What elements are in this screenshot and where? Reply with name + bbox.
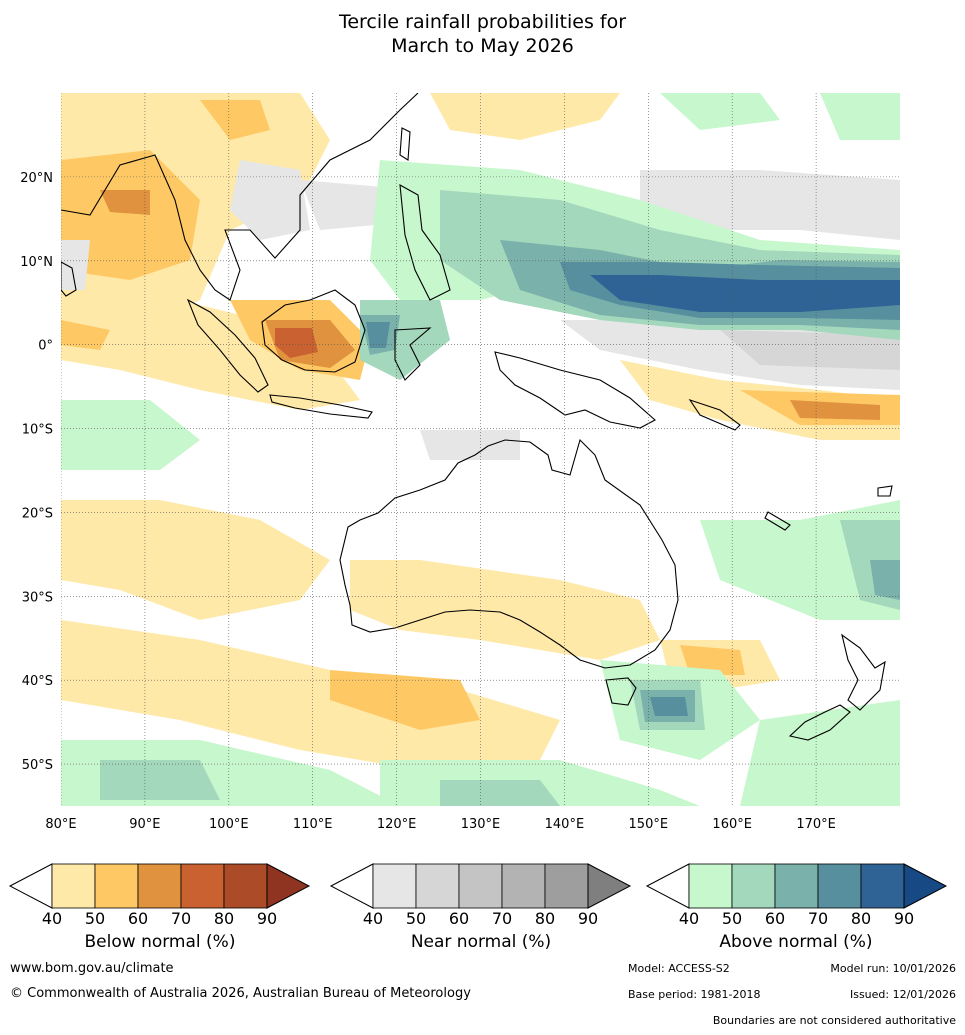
longitude-tick-label: 160°E xyxy=(712,817,752,832)
colorbar-segment xyxy=(544,863,589,909)
java-coastline xyxy=(269,394,373,419)
copyright-text: © Commonwealth of Australia 2026, Austra… xyxy=(10,986,471,1001)
longitude-tick-label: 80°E xyxy=(45,817,76,832)
colorbar-tick-label: 70 xyxy=(492,909,512,927)
borneo-coastline xyxy=(261,289,366,373)
latitude-tick-label: 20°N xyxy=(20,171,53,186)
colorbar-tick-label: 90 xyxy=(894,909,914,927)
near-normal-label: Near normal (%) xyxy=(410,932,552,952)
longitude-tick-label: 170°E xyxy=(796,817,836,832)
philippines-coastline xyxy=(399,184,451,301)
colorbar-segment xyxy=(223,863,268,909)
colorbar-segment xyxy=(501,863,546,909)
colorbar-tick-label: 40 xyxy=(679,909,699,927)
latitude-tick-label: 0° xyxy=(38,339,53,354)
model-run: Model run: 10/01/2026 xyxy=(830,962,956,975)
map-title: Tercile rainfall probabilities for March… xyxy=(0,10,965,58)
colorbar-segment xyxy=(51,863,96,909)
longitude-tick-label: 100°E xyxy=(209,817,249,832)
above-normal-80-90-areas xyxy=(590,275,900,312)
latitude-tick-label: 50°S xyxy=(22,758,53,773)
below-normal-label: Below normal (%) xyxy=(84,932,236,952)
mainland-asia-coastline xyxy=(61,93,419,301)
latitude-tick-label: 20°S xyxy=(22,506,53,521)
colorbar-tick-label: 70 xyxy=(171,909,191,927)
latitude-tick-label: 10°S xyxy=(22,423,53,438)
latitude-labels: 20°N 10°N 0° 10°S 20°S 30°S 40°S 50°S xyxy=(20,171,53,773)
colorbar-tick-label: 60 xyxy=(128,909,148,927)
colorbar-segment xyxy=(94,863,139,909)
colorbar-segment xyxy=(817,863,862,909)
longitude-tick-label: 150°E xyxy=(629,817,669,832)
colorbar-segment xyxy=(180,863,225,909)
longitude-tick-label: 140°E xyxy=(545,817,585,832)
longitude-labels: 80°E 90°E 100°E 110°E 120°E 130°E 140°E 150°E 16… xyxy=(45,817,835,832)
longitude-tick-label: 90°E xyxy=(129,817,160,832)
colorbar-tick-label: 50 xyxy=(85,909,105,927)
sri-lanka-coastline xyxy=(61,261,77,297)
colorbar-tick-label: 60 xyxy=(765,909,785,927)
colorbar-tick-label: 80 xyxy=(851,909,871,927)
boundaries-disclaimer: Boundaries are not considered authoritat… xyxy=(712,1014,956,1027)
colorbar-tick-label: 70 xyxy=(808,909,828,927)
colorbar-upper-extension xyxy=(587,863,632,909)
australia-coastline xyxy=(339,438,679,669)
colorbar-tick-label: 90 xyxy=(578,909,598,927)
colorbar-tick-label: 80 xyxy=(214,909,234,927)
colorbar-segment xyxy=(774,863,819,909)
fiji-coastline xyxy=(877,485,893,497)
below-normal-colorbar: 40 50 60 70 80 90 xyxy=(8,863,311,927)
colorbar-tick-label: 60 xyxy=(449,909,469,927)
base-period: Base period: 1981-2018 xyxy=(628,988,761,1001)
colorbar-segment xyxy=(372,863,417,909)
colorbar-segment xyxy=(137,863,182,909)
longitude-tick-label: 110°E xyxy=(293,817,333,832)
colorbar-lower-extension xyxy=(8,863,53,909)
new-guinea-coastline xyxy=(494,351,656,429)
colorbar-segment xyxy=(731,863,776,909)
title-line-1: Tercile rainfall probabilities for xyxy=(338,11,627,33)
coastlines xyxy=(61,93,893,741)
longitude-tick-label: 130°E xyxy=(461,817,501,832)
solomon-islands-coastline xyxy=(688,398,741,431)
above-normal-label: Above normal (%) xyxy=(719,932,873,952)
colorbar-tick-label: 40 xyxy=(363,909,383,927)
website-link[interactable]: www.bom.gov.au/climate xyxy=(10,961,174,976)
colorbar-lower-extension xyxy=(329,863,374,909)
taiwan-coastline xyxy=(399,127,411,161)
colorbar-tick-label: 50 xyxy=(722,909,742,927)
title-line-2: March to May 2026 xyxy=(391,35,574,57)
new-zealand-coastline xyxy=(841,633,886,711)
colorbar-segment xyxy=(458,863,503,909)
longitude-tick-label: 120°E xyxy=(377,817,417,832)
above-normal-colorbar: 40 50 60 70 80 90 xyxy=(645,863,948,927)
colorbar-segment xyxy=(415,863,460,909)
issued-date: Issued: 12/01/2026 xyxy=(849,988,956,1001)
tasmania-coastline xyxy=(605,677,637,706)
colorbar-tick-label: 50 xyxy=(406,909,426,927)
near-normal-colorbar: 40 50 60 70 80 90 xyxy=(329,863,632,927)
latitude-tick-label: 30°S xyxy=(22,590,53,605)
colorbar-lower-extension xyxy=(645,863,690,909)
legend-colorbars: 40 50 60 70 80 90 40 50 60 70 80 90 40 50 60 70 80 90 xyxy=(8,863,948,927)
colorbar-segment xyxy=(860,863,905,909)
new-caledonia-coastline xyxy=(764,511,791,531)
colorbar-tick-label: 90 xyxy=(257,909,277,927)
colorbar-tick-label: 80 xyxy=(535,909,555,927)
colorbar-upper-extension xyxy=(266,863,311,909)
gridlines xyxy=(61,93,900,806)
colorbar-upper-extension xyxy=(903,863,948,909)
below-normal-70-80-areas xyxy=(275,328,318,358)
latitude-tick-label: 40°S xyxy=(22,674,53,689)
model-name: Model: ACCESS-S2 xyxy=(628,962,730,975)
colorbar-tick-label: 40 xyxy=(42,909,62,927)
colorbar-segment xyxy=(688,863,733,909)
latitude-tick-label: 10°N xyxy=(20,255,53,270)
sumatra-coastline xyxy=(186,298,269,393)
sulawesi-coastline xyxy=(394,327,432,381)
near-normal-50-60-areas xyxy=(720,330,900,370)
new-zealand-south-coastline xyxy=(788,704,851,741)
